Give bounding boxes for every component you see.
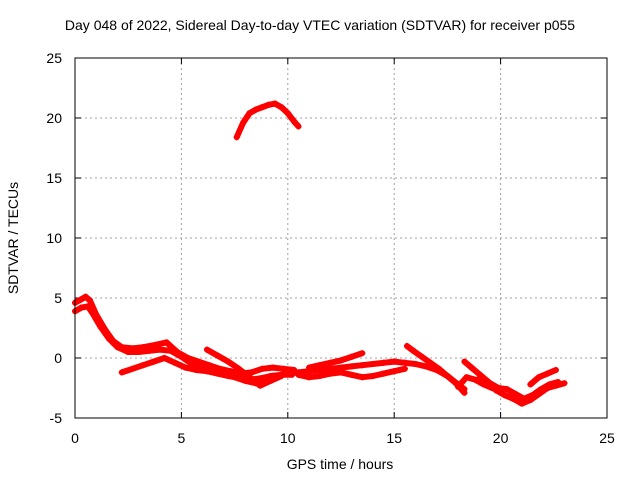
x-tick-label: 0 (71, 430, 79, 446)
data-point (401, 365, 408, 372)
data-point (295, 123, 302, 130)
series-track-main-upper (72, 293, 298, 377)
x-tick-label: 10 (280, 430, 296, 446)
axis-tick-labels: 0 5 10 15 20 25 -5 0 5 10 15 20 25 (46, 50, 615, 446)
y-tick-label: 5 (54, 290, 62, 306)
series-track-late-c (527, 367, 559, 388)
x-tick-label: 25 (599, 430, 615, 446)
series-track-arc-high (233, 100, 302, 141)
series-track-midhigh (306, 350, 366, 371)
y-tick-label: 25 (46, 50, 62, 66)
series-track-late-b (476, 375, 568, 407)
data-point (289, 371, 296, 378)
data-point (461, 389, 468, 396)
series-segment (267, 373, 285, 384)
series-track-branch (203, 346, 285, 389)
x-axis-label: GPS time / hours (286, 456, 394, 472)
series-track-mid (295, 365, 408, 381)
x-tick-label: 15 (386, 430, 402, 446)
y-tick-label: -5 (50, 410, 63, 426)
data-point (278, 373, 285, 379)
data-point (359, 350, 366, 357)
data-point (291, 367, 298, 373)
data-point (552, 367, 559, 373)
data-point (561, 380, 568, 387)
plot-frame (74, 57, 608, 419)
y-tick-label: 20 (46, 110, 62, 126)
x-tick-label: 5 (178, 430, 186, 446)
y-tick-label: 10 (46, 230, 62, 246)
y-tick-label: 0 (54, 350, 62, 366)
x-tick-label: 20 (493, 430, 509, 446)
chart-title: Day 048 of 2022, Sidereal Day-to-day VTE… (64, 17, 576, 33)
data-points (72, 100, 568, 407)
y-tick-label: 15 (46, 170, 62, 186)
